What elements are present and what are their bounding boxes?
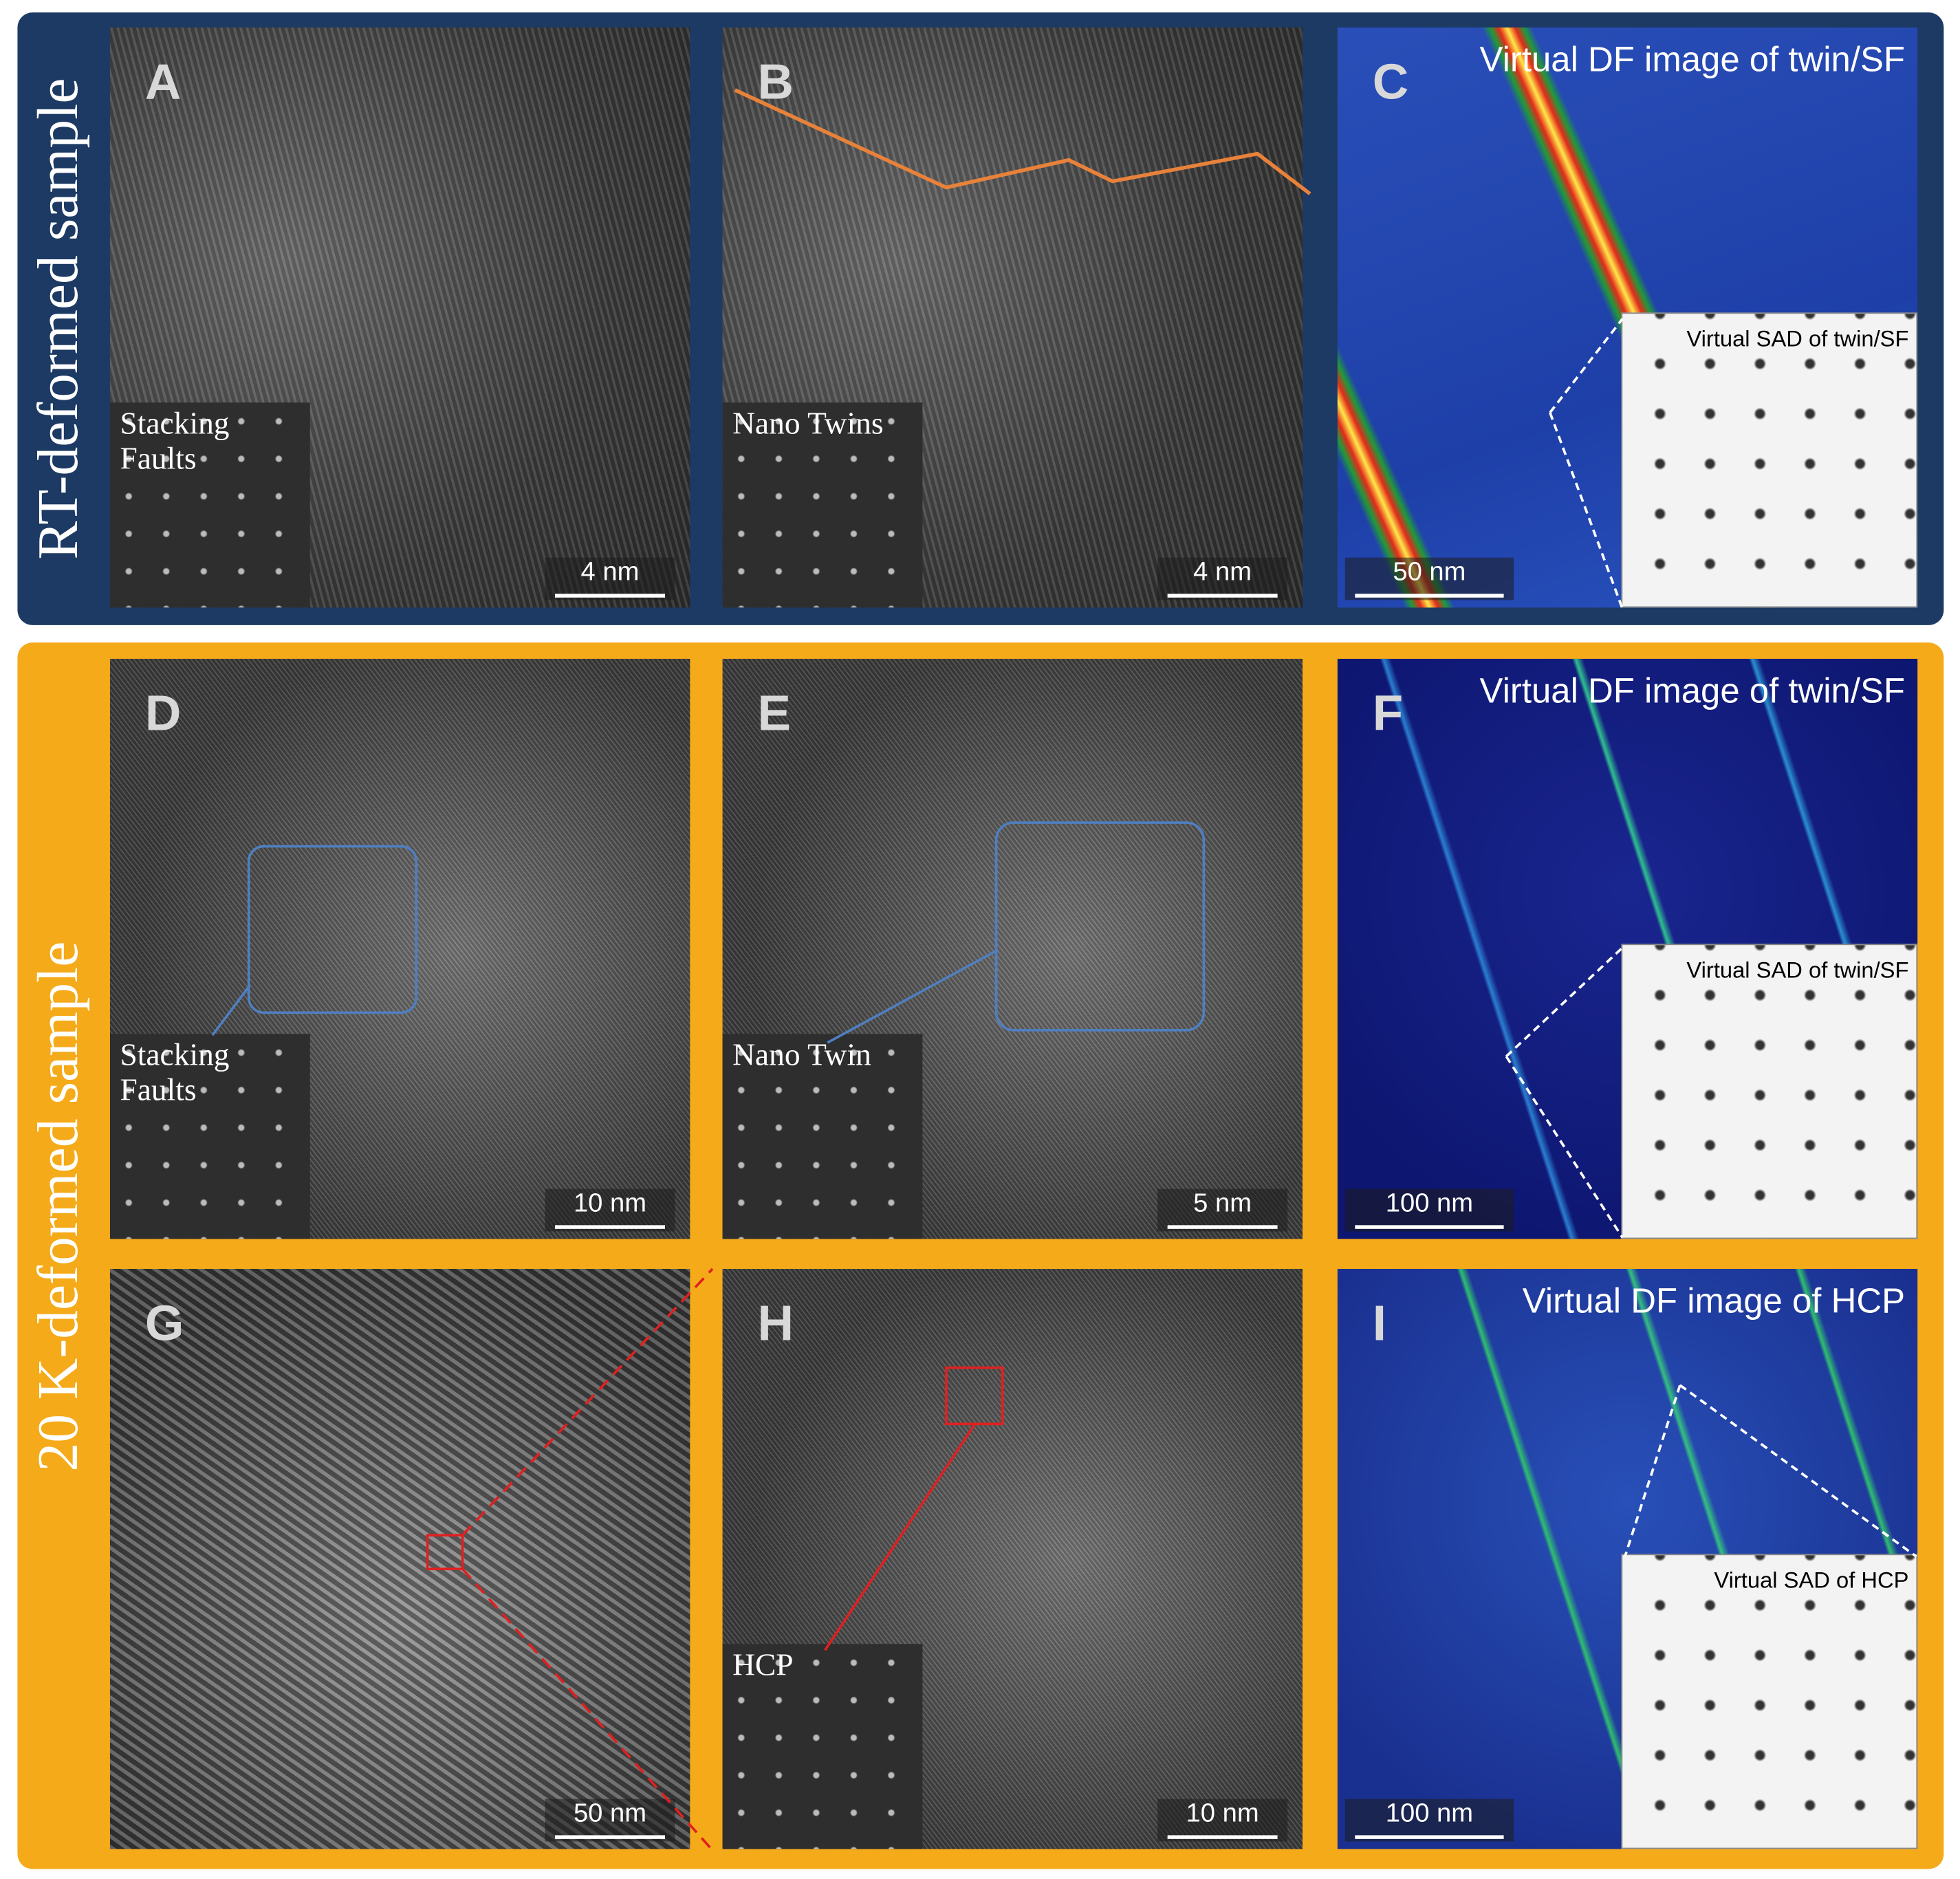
scale-bar-label: 50 nm (1393, 557, 1466, 587)
scale-bar-line (1167, 1835, 1278, 1839)
scale-bar-line (1167, 1225, 1278, 1229)
scale-bar-line (1355, 1225, 1504, 1229)
panel-title: Virtual DF image of HCP (1522, 1281, 1906, 1321)
inset-label: Stacking Faults (120, 407, 230, 477)
panel-letter: F (1372, 686, 1404, 741)
inset-label: Virtual SAD of HCP (1714, 1567, 1909, 1593)
scale-bar-label: 50 nm (573, 1799, 647, 1828)
inset-label: Nano Twins (732, 407, 884, 442)
image-panel: Nano Twins B 4 nm (722, 27, 1303, 608)
inset-pattern: Virtual SAD of twin/SF (1621, 312, 1918, 608)
panel-letter: B (757, 54, 794, 110)
image-panel: Stacking Faults A 4 nm (109, 27, 690, 608)
inset-label: Stacking Faults (120, 1039, 230, 1108)
scale-bar-label: 4 nm (1193, 557, 1252, 587)
panel-title: Virtual DF image of twin/SF (1479, 671, 1906, 710)
zoom-line (1549, 318, 1624, 413)
panel-letter: E (757, 686, 791, 741)
panel-letter: I (1372, 1296, 1386, 1351)
scale-bar-line (1167, 594, 1278, 598)
inset-label: Virtual SAD of twin/SF (1686, 326, 1909, 351)
scale-bar-line (1355, 594, 1504, 598)
selection-box (247, 845, 418, 1014)
inset-pattern: Virtual SAD of HCP (1621, 1554, 1918, 1849)
panel-letter: C (1372, 54, 1409, 110)
scale-bar: 5 nm (1157, 1188, 1288, 1232)
zoom-line (1679, 1384, 1917, 1558)
selection-box (945, 1366, 1004, 1426)
scale-bar: 10 nm (1157, 1799, 1288, 1842)
inset-pattern: Stacking Faults (109, 1034, 310, 1239)
scale-bar: 4 nm (1157, 557, 1288, 600)
inset-pattern: Nano Twin (722, 1034, 923, 1239)
panel-letter: D (144, 686, 182, 741)
scale-bar: 100 nm (1344, 1188, 1514, 1232)
image-panel: HCP H 10 nm (722, 1268, 1303, 1849)
inset-pattern: Virtual SAD of twin/SF (1621, 944, 1918, 1239)
panel-letter: A (144, 54, 182, 110)
scale-bar: 10 nm (545, 1188, 675, 1232)
inset-pattern: HCP (722, 1644, 923, 1849)
inset-label: Virtual SAD of twin/SF (1686, 957, 1909, 983)
image-panel: G 50 nm (109, 1268, 690, 1849)
scale-bar-line (555, 594, 665, 598)
scale-bar: 100 nm (1344, 1799, 1514, 1842)
scale-bar-label: 10 nm (1186, 1799, 1259, 1828)
zoom-line (461, 1268, 714, 1536)
scale-bar-line (555, 1225, 665, 1229)
image-panel: Virtual SAD of twin/SF F Virtual DF image … (1337, 658, 1918, 1239)
inset-pattern: Stacking Faults (109, 402, 310, 608)
scale-bar-label: 5 nm (1193, 1188, 1252, 1218)
scale-bar: 50 nm (1344, 557, 1514, 600)
zoom-line (461, 1568, 714, 1851)
scale-bar-label: 100 nm (1385, 1799, 1474, 1828)
zoom-line (1624, 1384, 1681, 1557)
zoom-line (1549, 412, 1624, 609)
image-panel: Nano Twin E 5 nm (722, 658, 1303, 1239)
panel-letter: H (757, 1296, 794, 1351)
orange-profile-line (734, 88, 1311, 195)
pointer-arrow (211, 984, 251, 1036)
image-panel: Virtual SAD of twin/SF C Virtual DF image … (1337, 27, 1918, 608)
pointer-arrow (824, 1423, 977, 1651)
inset-label: Nano Twin (732, 1039, 871, 1073)
pointer-arrow (827, 948, 999, 1044)
scale-bar-label: 4 nm (580, 557, 640, 587)
selection-box (994, 821, 1206, 1032)
selection-box (426, 1534, 464, 1571)
image-panel: Stacking Faults D 10 nm (109, 658, 690, 1239)
scale-bar: 4 nm (545, 557, 675, 600)
inset-pattern: Nano Twins (722, 402, 923, 608)
scale-bar: 50 nm (545, 1799, 675, 1842)
panel-letter: G (144, 1296, 184, 1351)
scale-bar-label: 100 nm (1385, 1188, 1474, 1218)
scale-bar-line (1355, 1835, 1504, 1839)
scale-bar-label: 10 nm (573, 1188, 647, 1218)
zoom-line (1505, 1055, 1624, 1239)
zoom-line (1505, 946, 1624, 1058)
inset-label: HCP (732, 1649, 794, 1683)
panel-title: Virtual DF image of twin/SF (1479, 40, 1906, 79)
image-panel: Virtual SAD of HCP I Virtual DF image of H… (1337, 1268, 1918, 1849)
scale-bar-line (555, 1835, 665, 1839)
